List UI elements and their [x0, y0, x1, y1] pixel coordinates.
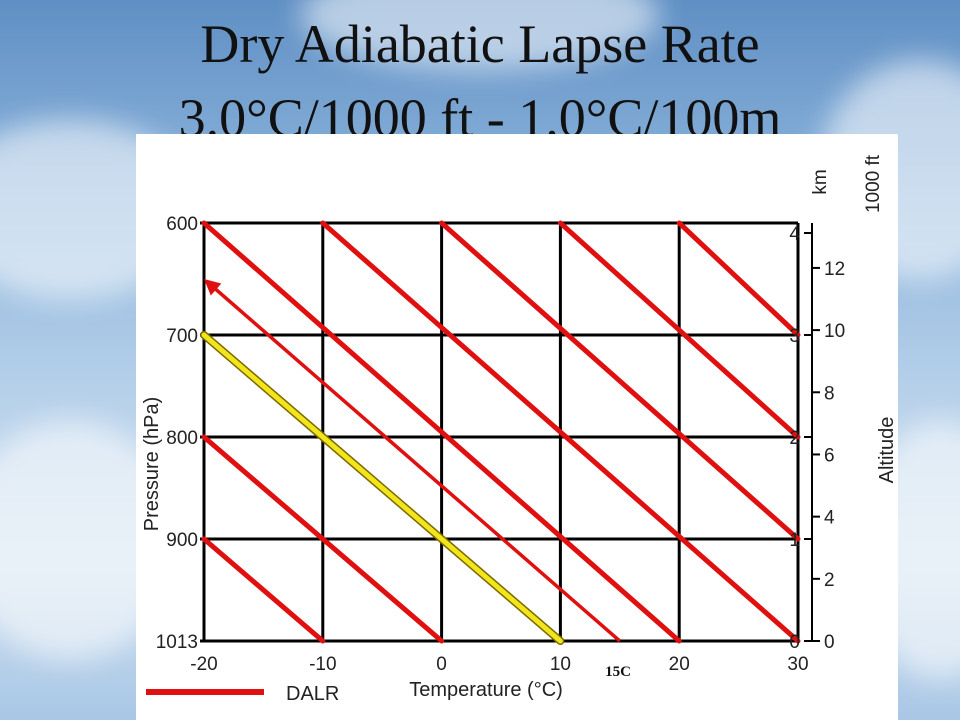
- chart-panel: 0 1 2 3 4 0 2 4 6 8 10 12 -20 -10 0 10 20 30 1013 900 800 700…: [136, 134, 898, 720]
- dalr-line: [557, 220, 801, 440]
- slide-title: Dry Adiabatic Lapse Rate: [200, 14, 760, 74]
- ft-tick-label: 12: [824, 259, 845, 280]
- dalr-line: [320, 220, 801, 644]
- x-tick-label: 10: [550, 654, 571, 675]
- ft-tick-label: 0: [824, 632, 835, 653]
- dalr-line: [201, 220, 682, 644]
- x-tick-label: -20: [190, 654, 217, 675]
- y-tick-label: 1013: [156, 632, 198, 653]
- dalr-line: [439, 220, 801, 542]
- dalr-line: [201, 536, 326, 644]
- km-tick-label: 1: [789, 530, 800, 551]
- highlight-line: [201, 332, 563, 644]
- legend-dalr-label: DALR: [286, 683, 339, 705]
- dalr-lines-layer: [200, 220, 801, 645]
- ft-tick-label: 4: [824, 508, 835, 529]
- km-tick-label: 4: [789, 224, 800, 245]
- ft-tick-label: 2: [824, 570, 835, 591]
- y-tick-label: 900: [166, 530, 198, 551]
- x-tick-label: 30: [787, 654, 808, 675]
- ft-tick-label: 8: [824, 383, 835, 404]
- y-axis-label: Pressure (hPa): [141, 397, 163, 532]
- y-tick-label: 700: [166, 326, 198, 347]
- dalr-line: [201, 434, 445, 644]
- y-tick-label: 600: [166, 214, 198, 235]
- parcel-arrow-line: [210, 284, 621, 643]
- y-tick-label: 800: [166, 428, 198, 449]
- ft-tick-label: 10: [824, 321, 845, 342]
- km-tick-label: 3: [789, 326, 800, 347]
- x-tick-label: -10: [309, 654, 336, 675]
- km-tick-label: 2: [789, 428, 800, 449]
- ft-tick-label: 6: [824, 445, 835, 466]
- km-unit-label: km: [810, 169, 831, 194]
- ft-unit-label: 1000 ft: [863, 154, 884, 213]
- x-tick-label: 20: [669, 654, 690, 675]
- km-tick-label: 0: [789, 632, 800, 653]
- x-tick-label: 0: [436, 654, 447, 675]
- annotation-15c: 15C: [605, 664, 631, 680]
- parcel-arrow-head: [204, 279, 222, 296]
- altitude-axis-label: Altitude: [876, 417, 898, 484]
- x-axis-label: Temperature (°C): [409, 679, 563, 701]
- dalr-line: [676, 220, 801, 338]
